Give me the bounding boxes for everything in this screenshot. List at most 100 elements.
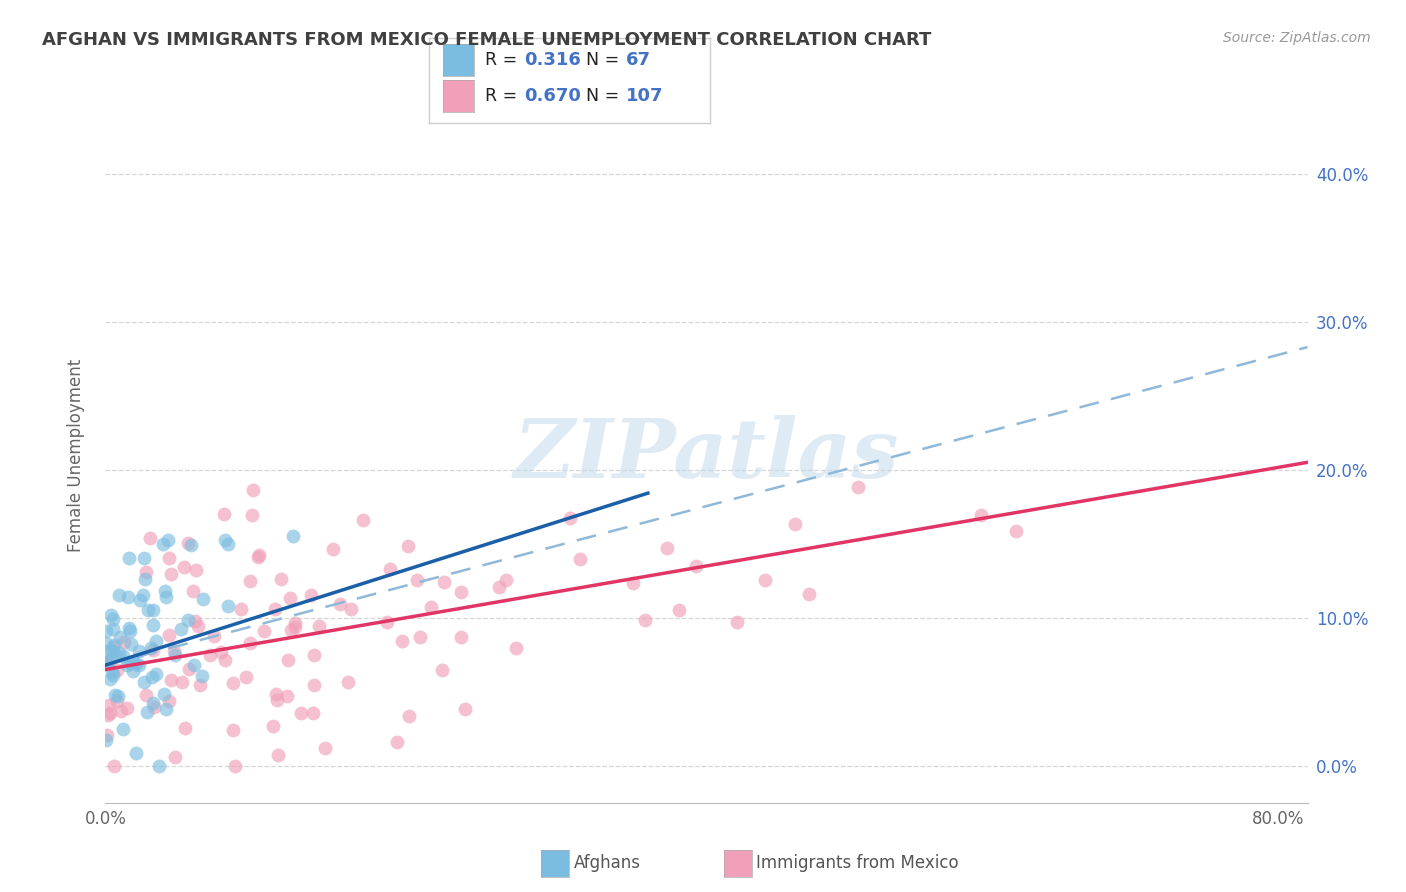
Point: [229, 602, 252, 616]
Point: [134, 675, 156, 690]
Point: [101, 622, 124, 636]
Point: [101, 612, 124, 626]
Point: [280, 624, 302, 638]
Point: [145, 667, 167, 681]
Point: [240, 508, 263, 523]
Text: ZIPatlas: ZIPatlas: [513, 415, 900, 495]
Point: [153, 687, 176, 701]
Point: [139, 640, 162, 655]
Point: [217, 599, 239, 613]
Point: [267, 748, 290, 763]
Point: [329, 598, 352, 612]
Point: [110, 704, 132, 718]
Text: N =: N =: [586, 87, 626, 105]
Text: 0.316: 0.316: [524, 51, 581, 69]
Point: [128, 657, 150, 672]
Point: [115, 658, 138, 673]
Point: [162, 644, 184, 658]
Text: 107: 107: [626, 87, 664, 105]
Point: [120, 637, 142, 651]
Point: [105, 648, 128, 663]
Point: [96, 636, 118, 650]
Point: [183, 584, 205, 599]
Point: [266, 693, 288, 707]
Point: [103, 640, 125, 654]
Point: [105, 663, 128, 677]
Point: [970, 508, 993, 522]
Point: [96, 727, 118, 741]
Point: [132, 588, 155, 602]
Point: [301, 706, 323, 720]
Point: [242, 483, 264, 497]
Point: [378, 562, 401, 576]
Point: [139, 531, 162, 545]
Point: [156, 533, 179, 547]
Point: [96, 657, 118, 671]
Point: [385, 735, 408, 749]
Point: [121, 655, 143, 669]
Point: [299, 588, 322, 602]
Point: [212, 507, 235, 521]
Point: [340, 601, 363, 615]
Point: [302, 678, 325, 692]
Point: [111, 649, 134, 664]
Point: [115, 700, 138, 714]
Point: [108, 630, 131, 644]
Point: [799, 587, 821, 601]
Point: [98, 655, 121, 669]
Point: [432, 575, 454, 590]
Text: R =: R =: [485, 51, 523, 69]
Point: [276, 689, 298, 703]
Point: [398, 708, 420, 723]
Point: [284, 615, 307, 630]
Point: [114, 635, 136, 649]
Point: [633, 613, 655, 627]
Point: [668, 603, 690, 617]
Point: [450, 585, 472, 599]
Point: [198, 648, 221, 662]
Point: [142, 603, 165, 617]
Point: [783, 516, 806, 531]
Point: [495, 573, 517, 587]
Point: [191, 669, 214, 683]
Point: [172, 675, 194, 690]
Point: [246, 550, 269, 565]
Point: [409, 630, 432, 644]
Point: [142, 617, 165, 632]
Point: [214, 653, 236, 667]
Point: [558, 511, 581, 525]
Point: [188, 678, 211, 692]
Point: [134, 572, 156, 586]
Point: [125, 657, 148, 672]
Point: [239, 574, 262, 588]
Point: [103, 689, 125, 703]
Point: [100, 672, 122, 686]
Point: [96, 624, 118, 639]
Point: [454, 702, 477, 716]
Point: [222, 723, 245, 738]
Point: [202, 629, 225, 643]
Point: [112, 723, 135, 737]
Point: [179, 662, 201, 676]
Point: [96, 657, 118, 672]
Point: [180, 538, 202, 552]
Point: [128, 643, 150, 657]
Point: [135, 689, 157, 703]
Point: [685, 559, 707, 574]
Point: [108, 587, 131, 601]
Text: R =: R =: [485, 87, 523, 105]
Point: [101, 644, 124, 658]
Point: [375, 615, 398, 629]
Point: [135, 566, 157, 580]
Point: [725, 615, 748, 629]
Point: [281, 529, 304, 543]
Point: [284, 620, 307, 634]
Point: [505, 641, 527, 656]
Point: [122, 665, 145, 679]
Point: [221, 676, 243, 690]
Point: [120, 656, 142, 670]
Point: [405, 573, 427, 587]
Point: [568, 552, 591, 566]
Point: [314, 741, 336, 756]
Text: Immigrants from Mexico: Immigrants from Mexico: [756, 855, 959, 872]
